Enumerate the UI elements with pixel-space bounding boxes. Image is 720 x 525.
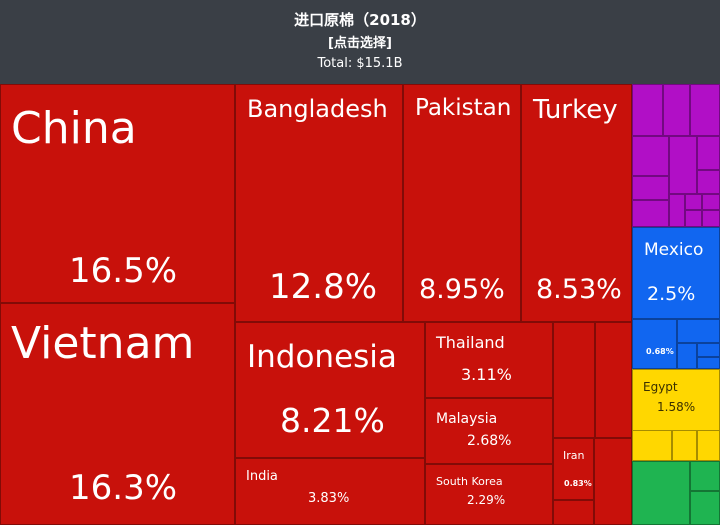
tile-share-label: 2.68% [467,433,512,449]
treemap-small-tile[interactable] [595,322,632,438]
tile-name-label: Egypt [643,380,678,394]
treemap-small-tile[interactable] [702,194,720,210]
tile-name-label: Iran [563,449,585,462]
treemap-small-tile[interactable] [677,343,697,369]
tile-share-label: 0.83% [564,479,592,488]
treemap-tile-south-korea[interactable]: South Korea 2.29% [425,464,553,525]
treemap-small-tile[interactable] [690,461,720,491]
tile-share-label: 8.53% [536,274,622,305]
treemap-small-tile[interactable] [553,322,595,438]
tile-name-label: Thailand [436,333,505,352]
tile-share-label: 8.21% [280,401,385,440]
tile-name-label: Bangladesh [247,95,388,123]
tile-name-label: Turkey [533,95,618,125]
treemap-small-tile[interactable] [669,194,685,227]
treemap-tile-thailand[interactable]: Thailand 3.11% [425,322,553,398]
treemap-small-tile[interactable] [685,210,702,227]
treemap-tile-turkey[interactable]: Turkey 8.53% [521,84,632,322]
tile-name-label: China [11,103,137,154]
treemap-tile-india[interactable]: India 3.83% [235,458,425,525]
treemap-small-tile[interactable] [677,319,720,343]
treemap-small-tile[interactable] [669,136,697,194]
treemap-small-tile[interactable] [594,438,632,525]
treemap-small-tile[interactable] [663,84,690,136]
treemap: China 16.5% Vietnam 16.3% Bangladesh 12.8% Pak… [0,84,720,525]
chart-header: 进口原棉（2018） [点击选择] Total: $15.1B [0,0,720,84]
tile-share-label: 16.3% [69,468,178,508]
tile-name-label: Vietnam [11,318,195,369]
tile-share-label: 2.5% [647,283,696,305]
treemap-tile-vietnam[interactable]: Vietnam 16.3% [0,303,235,525]
tile-share-label: 8.95% [419,274,505,305]
treemap-tile-12[interactable]: 0.68% [632,319,677,369]
tile-share-label: 16.5% [69,251,178,291]
tile-name-label: Indonesia [247,339,397,375]
tile-share-label: 12.8% [269,267,378,307]
tile-name-label: India [246,469,278,484]
treemap-small-tile[interactable] [702,210,720,227]
tile-name-label: Mexico [644,240,704,260]
chart-title: 进口原棉（2018） [294,11,426,29]
treemap-small-tile[interactable] [632,430,672,461]
treemap-tile-china[interactable]: China 16.5% [0,84,235,303]
treemap-tile-malaysia[interactable]: Malaysia 2.68% [425,398,553,464]
tile-name-label: Pakistan [415,95,512,121]
treemap-tile-mexico[interactable]: Mexico 2.5% [632,227,720,319]
treemap-small-tile[interactable] [632,136,669,176]
treemap-small-tile[interactable] [632,84,663,136]
tile-share-label: 2.29% [467,493,506,507]
treemap-small-tile[interactable] [632,200,669,227]
tile-share-label: 3.83% [308,491,350,506]
treemap-small-tile[interactable] [697,170,720,194]
treemap-small-tile[interactable] [632,176,669,200]
treemap-tile-iran[interactable]: Iran 0.83% [553,438,594,500]
tile-share-label: 3.11% [461,365,512,384]
treemap-small-tile[interactable] [697,343,720,357]
treemap-small-tile[interactable] [697,357,720,369]
tile-share-label: 0.68% [646,347,674,356]
treemap-tile-indonesia[interactable]: Indonesia 8.21% [235,322,425,458]
treemap-tile-bangladesh[interactable]: Bangladesh 12.8% [235,84,403,322]
treemap-small-tile[interactable] [690,491,720,525]
treemap-tile-pakistan[interactable]: Pakistan 8.95% [403,84,521,322]
treemap-small-tile[interactable] [553,500,594,525]
treemap-small-tile[interactable] [690,84,720,136]
tile-share-label: 1.58% [657,400,696,414]
total-value: Total: $15.1B [317,56,403,71]
treemap-small-tile[interactable] [685,194,702,210]
treemap-small-tile[interactable] [697,430,720,461]
tile-name-label: Malaysia [436,411,498,427]
chart-subtitle[interactable]: [点击选择] [328,36,392,51]
treemap-small-tile[interactable] [672,430,697,461]
tile-name-label: South Korea [436,475,503,488]
treemap-small-tile[interactable] [632,461,690,525]
treemap-small-tile[interactable] [697,136,720,170]
